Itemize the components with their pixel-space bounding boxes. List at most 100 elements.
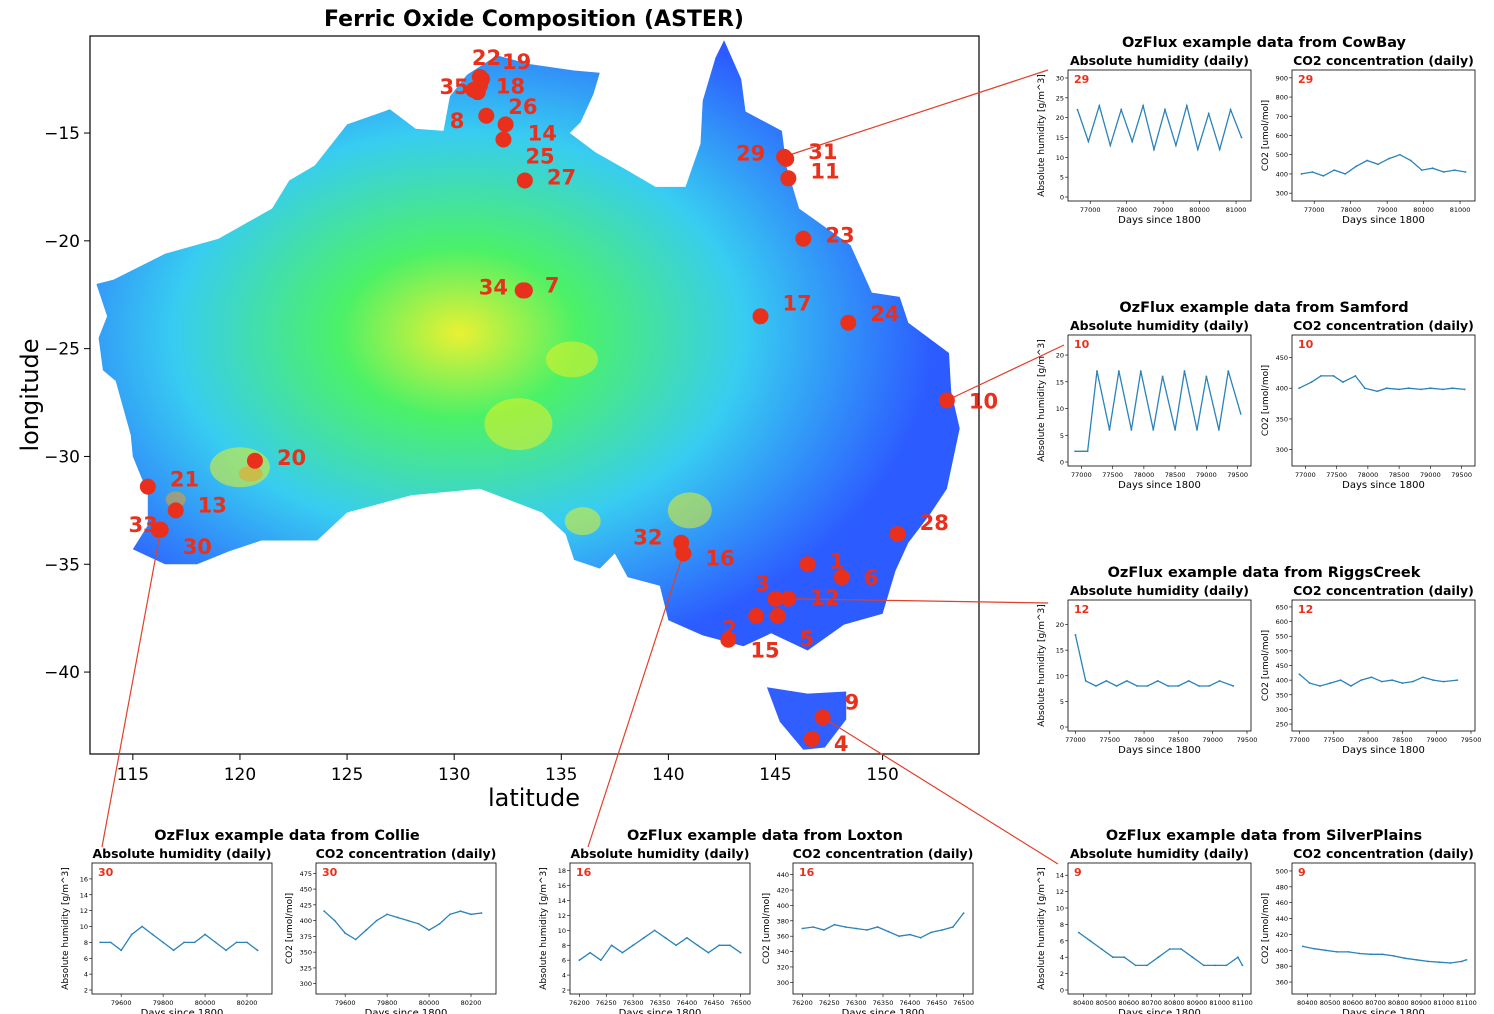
inset-data-point [1198,685,1200,687]
inset-x-tick-label: 79600 [335,999,356,1007]
inset-data-point [151,933,154,936]
inset-x-tick-label: 77500 [1326,471,1347,479]
inset-series-line [323,910,482,941]
site-marker [167,502,184,519]
inset-data-point [728,944,731,947]
inset-y-axis-label: CO2 [umol/mol] [1261,630,1271,701]
map-y-tick-label: −25 [44,340,80,360]
inset-data-point [1381,953,1384,956]
inset-y-tick-label: 8 [562,942,566,950]
inset-y-tick-label: 8 [1060,921,1064,929]
inset-y-tick-label: 400 [1276,947,1288,955]
inset-data-point [1185,104,1188,107]
inset-y-tick-label: 320 [777,963,789,971]
inset-data-point [1313,947,1316,950]
inset-data-point [1077,931,1080,934]
inset-x-axis-label: Days since 1800 [141,1008,224,1014]
inset-x-tick-label: 79000 [1426,736,1447,744]
inset-data-point [855,927,858,930]
leader-line [822,716,1059,865]
inset-x-tick-label: 76250 [596,999,617,1007]
inset-x-tick-label: 76300 [846,999,867,1007]
site-label: 5 [800,627,815,651]
inset-x-tick-label: 78000 [1116,206,1137,214]
inset-data-point [225,949,227,952]
inset-series-line [1301,153,1466,177]
inset-x-tick-label: 80700 [1141,999,1162,1007]
inset-data-point [1311,171,1314,173]
inset-data-point [1429,387,1432,390]
site-marker [752,308,769,325]
site-marker [514,282,531,299]
inset-data-point [1177,685,1180,687]
inset-frame [1067,599,1252,732]
inset-y-tick-label: 900 [1276,74,1288,82]
map-title: Ferric Oxide Composition (ASTER) [324,7,744,32]
hotspot-area [484,398,553,451]
inset-data-point [1086,450,1089,453]
inset-panel: CO2 concentration (daily) 77000 77500 78000… [1261,318,1476,491]
inset-y-tick-label: 400 [1276,170,1288,178]
inset-y-tick-label: 2 [84,987,88,995]
inset-data-point [1339,679,1342,682]
inset-panel: OzFlux example data from SilverPlains Abs… [1037,828,1422,1014]
map-x-tick-label: 130 [438,765,470,785]
inset-data-point [1380,680,1383,683]
inset-data-point [1363,387,1366,390]
inset-y-tick-label: 2 [562,987,566,995]
inset-site-id: 12 [1298,603,1313,616]
inset-site-id: 29 [1298,73,1313,86]
inset-panel: OzFlux example data from Collie Absolute … [61,828,420,1014]
site-marker [465,81,482,98]
inset-data-point [1432,679,1435,682]
site-marker [246,452,263,469]
inset-data-point [1401,682,1404,684]
hotspot-area [238,465,263,482]
inset-data-point [1074,450,1077,453]
inset-y-tick-label: 10 [1056,672,1064,680]
inset-data-point [1161,375,1164,378]
inset-data-point [1385,387,1388,390]
inset-x-tick-label: 80000 [1189,206,1210,214]
inset-y-tick-label: 0 [1060,987,1064,995]
inset-x-tick-label: 77000 [1289,736,1310,744]
inset-y-tick-label: 18 [558,867,566,875]
inset-data-point [707,951,710,954]
inset-x-axis-label: Days since 1800 [1118,215,1201,226]
inset-data-point [1456,679,1459,682]
inset-data-point [1464,171,1467,173]
site-label: 10 [969,389,998,413]
site-label: 22 [472,46,501,70]
map-x-tick-label: 140 [652,765,684,785]
inset-x-tick-label: 80800 [1164,999,1185,1007]
inset-x-tick-label: 78500 [1165,471,1186,479]
inset-data-point [1376,390,1379,393]
site-marker [673,534,690,551]
inset-data-point [1449,962,1452,964]
inset-y-tick-label: 400 [1276,677,1288,685]
inset-y-tick-label: 4 [1060,954,1064,962]
inset-data-point [99,941,102,944]
inset-data-point [610,944,613,947]
map-y-tick-label: −40 [44,663,80,683]
inset-x-tick-label: 78000 [1134,471,1155,479]
inset-data-point [865,929,868,931]
inset-y-tick-label: 8 [84,939,88,947]
inset-series-line [579,929,741,962]
inset-data-point [438,922,441,925]
inset-data-point [459,910,462,913]
inset-data-point [162,941,165,944]
inset-y-tick-label: 360 [1276,979,1288,987]
inset-series-line [1302,945,1467,964]
inset-y-tick-label: 6 [562,957,566,965]
inset-y-tick-label: 5 [1060,174,1064,182]
inset-data-point [214,941,217,944]
inset-y-axis-label: Absolute humidity [g/m^3] [1037,74,1047,197]
inset-y-tick-label: 30 [1056,74,1064,82]
leader-line [783,69,1049,158]
inset-data-point [1322,174,1325,177]
inset-data-point [1098,104,1101,107]
inset-data-point [109,941,112,944]
inset-x-tick-label: 76350 [650,999,671,1007]
inset-data-point [1332,375,1335,377]
